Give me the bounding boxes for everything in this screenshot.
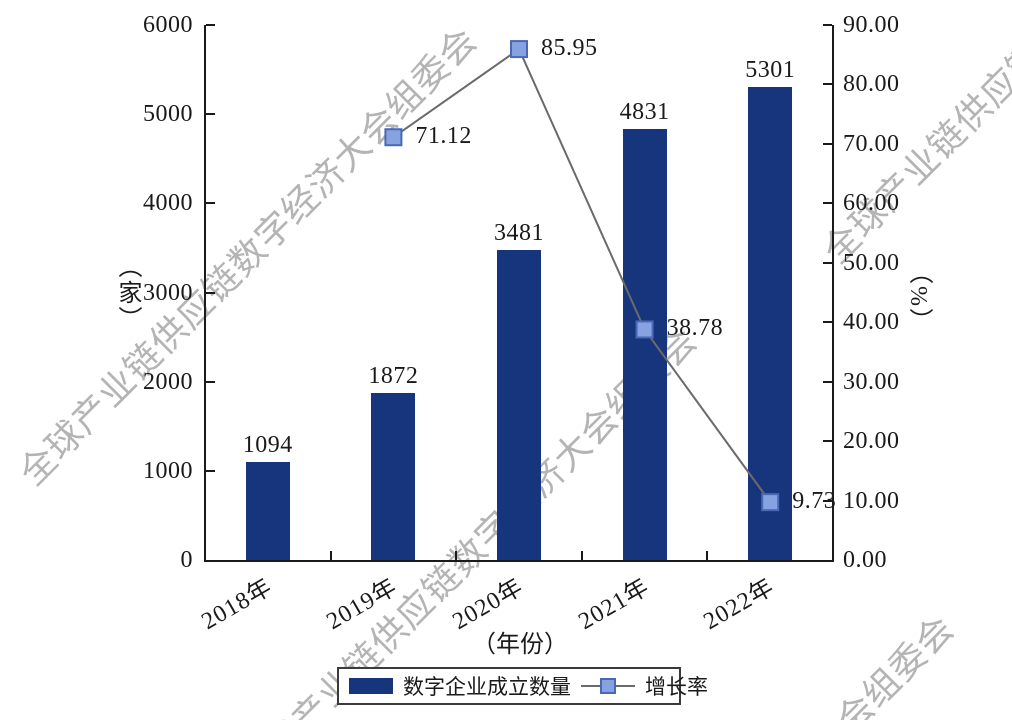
bar — [371, 393, 416, 560]
right-axis-tick-label: 0.00 — [843, 547, 887, 573]
legend-label-bars: 数字企业成立数量 — [403, 675, 571, 699]
x-axis-tick — [455, 551, 458, 560]
line-value-label: 71.12 — [415, 123, 472, 150]
line-series-marker — [581, 676, 635, 696]
legend: 数字企业成立数量 增长率 — [337, 667, 708, 705]
left-axis-tick — [206, 380, 215, 383]
bar-series-swatch — [349, 678, 393, 694]
right-axis-tick — [823, 380, 832, 383]
right-axis-tick — [823, 83, 832, 86]
x-axis-tick — [329, 551, 332, 560]
right-axis-tick — [823, 202, 832, 205]
left-axis-tick-label: 0 — [180, 547, 193, 573]
square-marker-icon — [635, 320, 654, 339]
left-axis-tick-label: 4000 — [143, 190, 193, 217]
right-axis-tick-label: 50.00 — [843, 249, 900, 276]
bottom-axis-line — [204, 560, 834, 562]
legend-label-line: 增长率 — [645, 675, 708, 699]
left-axis-tick — [206, 291, 215, 294]
square-marker-icon — [761, 493, 780, 512]
right-axis-tick — [823, 321, 832, 324]
bar — [497, 249, 541, 560]
line-value-label: 85.95 — [541, 35, 598, 62]
line-value-label: 9.73 — [792, 488, 837, 515]
left-axis-tick-label: 6000 — [143, 12, 193, 38]
right-axis-tick-label: 90.00 — [843, 12, 900, 38]
square-marker-icon — [384, 128, 403, 147]
bar-value-label: 3481 — [494, 219, 544, 246]
right-axis-tick-label: 60.00 — [843, 190, 900, 217]
bar — [245, 462, 290, 560]
right-axis-tick-label: 10.00 — [843, 487, 900, 514]
x-axis-title: （年份） — [472, 632, 568, 658]
bar — [622, 129, 667, 560]
square-marker-icon — [510, 40, 528, 59]
left-axis-tick-label: 2000 — [143, 368, 193, 395]
growth-line — [392, 47, 772, 503]
line-value-label: 38.78 — [666, 315, 724, 342]
right-axis-tick — [823, 261, 832, 264]
right-axis-line — [832, 25, 834, 562]
bar-value-label: 4831 — [619, 99, 670, 126]
right-axis-tick-label: 40.00 — [843, 309, 900, 336]
bar-value-label: 1094 — [242, 432, 293, 459]
right-axis-tick-label: 20.00 — [843, 428, 900, 455]
left-axis-tick — [206, 469, 215, 472]
right-axis-tick — [823, 142, 832, 145]
x-axis-tick — [580, 551, 583, 560]
left-axis-tick — [206, 202, 215, 205]
left-axis-tick-label: 5000 — [143, 101, 193, 128]
left-axis-tick — [206, 113, 215, 116]
bar-value-label: 1872 — [368, 363, 419, 390]
square-marker-icon — [600, 678, 616, 694]
x-axis-tick — [706, 551, 709, 560]
left-axis-tick-label: 1000 — [143, 457, 193, 484]
right-axis-tick — [823, 440, 832, 443]
bar-value-label: 5301 — [745, 57, 796, 84]
right-axis-tick-label: 70.00 — [843, 130, 900, 157]
right-axis-tick — [823, 24, 832, 26]
right-axis-tick — [823, 499, 832, 502]
left-axis-tick-label: 3000 — [143, 279, 193, 306]
right-axis-tick-label: 80.00 — [843, 71, 900, 98]
right-axis-tick-label: 30.00 — [843, 368, 900, 395]
left-axis-tick — [206, 24, 215, 26]
left-axis-title: （家） — [114, 254, 140, 332]
left-axis-line — [204, 25, 206, 562]
right-axis-title: （%） — [905, 260, 931, 334]
